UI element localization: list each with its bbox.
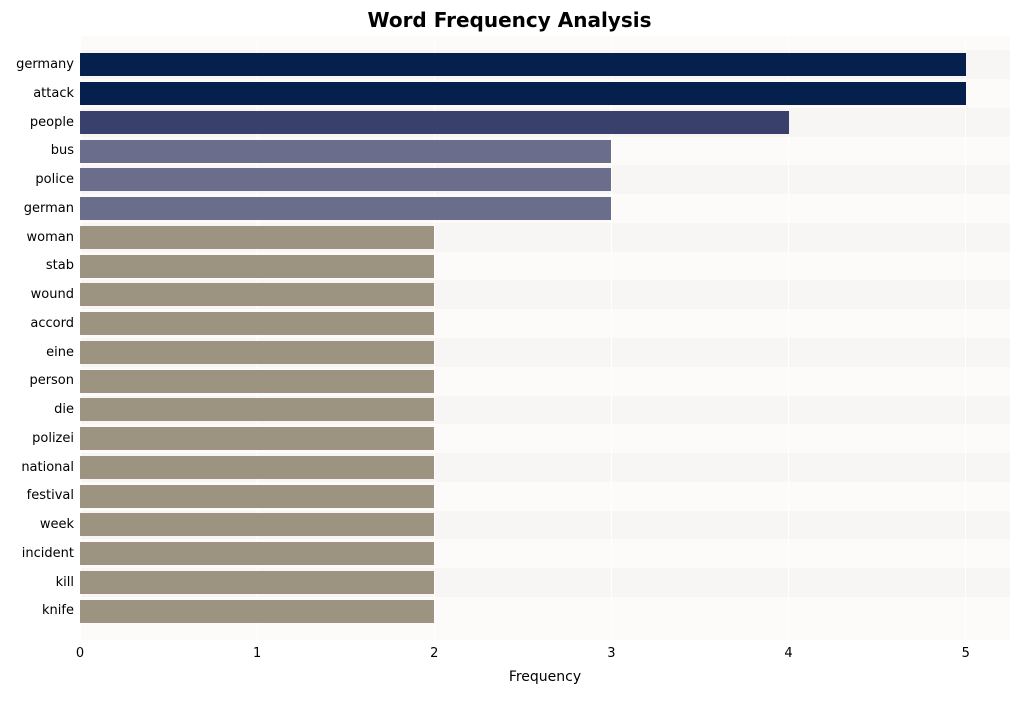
- bar: [80, 513, 434, 536]
- y-tick-label: stab: [0, 256, 74, 276]
- bar: [80, 197, 611, 220]
- bar: [80, 341, 434, 364]
- bar: [80, 600, 434, 623]
- y-tick-label: germany: [0, 55, 74, 75]
- y-tick-label: incident: [0, 544, 74, 564]
- y-tick-label: wound: [0, 285, 74, 305]
- y-tick-label: festival: [0, 486, 74, 506]
- y-tick-label: kill: [0, 573, 74, 593]
- x-tick-label: 0: [76, 646, 84, 661]
- y-tick-label: people: [0, 113, 74, 133]
- bar: [80, 226, 434, 249]
- bar: [80, 456, 434, 479]
- y-tick-label: polizei: [0, 429, 74, 449]
- bar: [80, 370, 434, 393]
- y-tick-label: police: [0, 170, 74, 190]
- y-tick-label: person: [0, 371, 74, 391]
- y-tick-label: knife: [0, 601, 74, 621]
- x-tick-label: 1: [253, 646, 261, 661]
- y-tick-label: die: [0, 400, 74, 420]
- x-axis-label: Frequency: [80, 669, 1010, 685]
- bar: [80, 485, 434, 508]
- plot-area: [80, 36, 1010, 640]
- y-tick-label: national: [0, 458, 74, 478]
- bar: [80, 312, 434, 335]
- bar: [80, 111, 789, 134]
- bar: [80, 427, 434, 450]
- y-tick-label: german: [0, 199, 74, 219]
- y-tick-label: accord: [0, 314, 74, 334]
- y-tick-label: woman: [0, 228, 74, 248]
- bar: [80, 542, 434, 565]
- chart-container: Word Frequency Analysis germany attack peo…: [0, 0, 1019, 701]
- x-tick-label: 4: [784, 646, 792, 661]
- bar: [80, 140, 611, 163]
- bar: [80, 283, 434, 306]
- x-tick-label: 5: [962, 646, 970, 661]
- y-tick-label: bus: [0, 141, 74, 161]
- y-tick-label: eine: [0, 343, 74, 363]
- y-tick-label: week: [0, 515, 74, 535]
- x-tick-label: 2: [430, 646, 438, 661]
- bar: [80, 53, 966, 76]
- y-tick-label: attack: [0, 84, 74, 104]
- bar: [80, 255, 434, 278]
- chart-title: Word Frequency Analysis: [0, 8, 1019, 32]
- gridline: [965, 36, 966, 640]
- bar: [80, 168, 611, 191]
- bar: [80, 571, 434, 594]
- plot-stripe: [80, 626, 1010, 640]
- bar: [80, 398, 434, 421]
- plot-stripe: [80, 36, 1010, 50]
- bar: [80, 82, 966, 105]
- x-tick-label: 3: [607, 646, 615, 661]
